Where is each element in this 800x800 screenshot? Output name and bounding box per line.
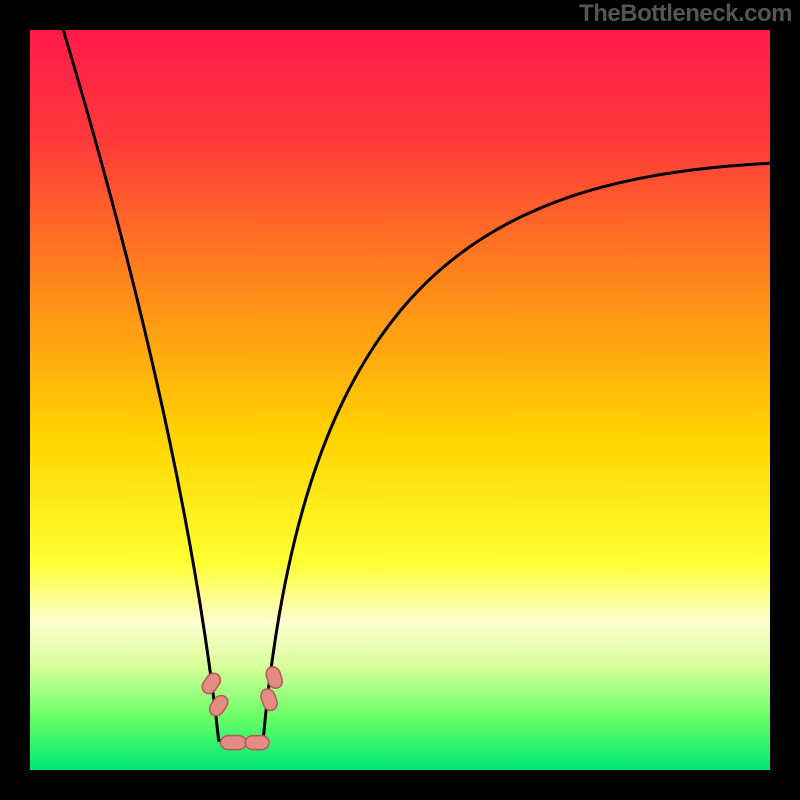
chart-container: TheBottleneck.com — [0, 0, 800, 800]
plot-background — [30, 30, 770, 770]
chart-svg — [0, 0, 800, 800]
watermark-text: TheBottleneck.com — [579, 0, 792, 28]
marker-pill — [221, 736, 247, 750]
marker-pill — [245, 736, 269, 750]
